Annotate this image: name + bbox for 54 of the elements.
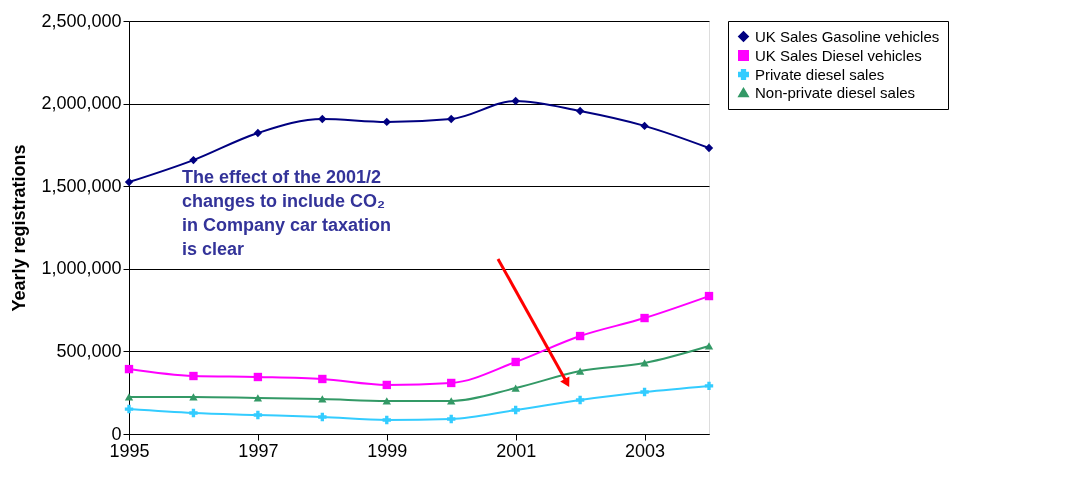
y-tick-label: 1,000,000 [41,258,122,279]
point [318,374,327,384]
point [447,114,456,124]
y-tick-label: 500,000 [56,340,122,361]
point [447,397,456,405]
point [704,342,714,350]
point [382,397,391,405]
x-tick-label: 1997 [238,440,279,461]
x-tick-label: 2001 [496,440,537,461]
point [575,395,585,405]
point [253,410,263,420]
point [640,313,649,323]
annotation: The effect of the 2001/2 changes to include CO₂ in Company car taxation is clear [182,167,392,259]
legend-label: UK Sales Diesel vehicles [755,46,922,64]
y-tick-label: 1,500,000 [41,175,122,196]
point [318,412,327,422]
point [382,117,391,127]
legend-label: UK Sales Gasoline vehicles [755,27,940,45]
point [640,387,649,397]
point [124,364,134,374]
point [640,359,649,367]
point [447,378,456,388]
point [575,367,585,375]
x-tick-label: 2003 [625,440,666,461]
point [189,371,198,381]
y-tick-label: 2,000,000 [41,93,122,114]
point [189,393,198,401]
legend-label: Private diesel sales [755,65,885,83]
point [704,381,714,391]
point [253,394,263,402]
point [253,128,263,138]
point [575,106,585,116]
point [382,415,391,425]
legend-label: Non-private diesel sales [755,83,916,101]
point [575,331,585,341]
y-tick-label: 2,500,000 [41,10,122,31]
point [511,384,520,392]
point [318,114,327,124]
point [447,414,456,424]
point [318,395,327,403]
point [189,408,198,418]
point [704,143,714,153]
point [124,404,134,414]
point [511,405,520,415]
x-tick-label: 1999 [367,440,408,461]
point [704,291,714,301]
point [640,121,649,131]
point [382,380,391,390]
y-axis-title: Yearly registrations [9,144,30,312]
point [511,96,520,106]
point [253,372,263,382]
point [511,357,520,367]
point [189,155,198,165]
point [124,393,134,401]
